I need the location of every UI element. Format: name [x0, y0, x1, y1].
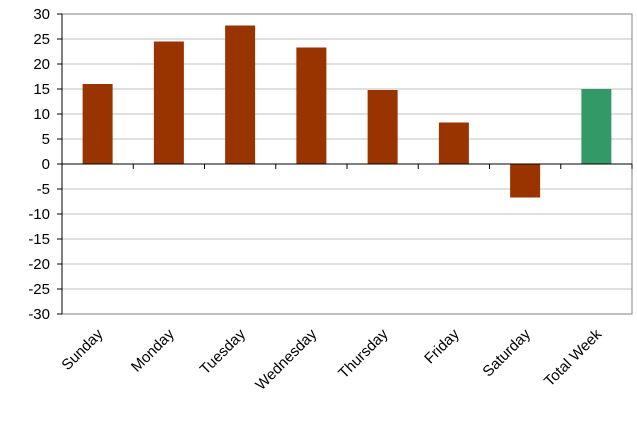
x-tick-label: Total Week: [541, 325, 606, 390]
y-tick-labels: -30 -25 -20 -15 -10 -5 0 5 10 15 20 25 30: [28, 6, 50, 323]
bar-wednesday: [296, 47, 327, 164]
x-tick-label: Saturday: [479, 325, 534, 380]
y-tick-label: 20: [33, 56, 50, 73]
y-tick-label: 0: [42, 156, 50, 173]
x-tick-label: Sunday: [58, 325, 106, 373]
x-tick-label: Friday: [421, 325, 463, 367]
y-tick-label: -15: [28, 231, 50, 248]
x-tick-label: Wednesday: [252, 325, 320, 393]
x-tick-label: Monday: [128, 325, 178, 375]
bar-monday: [153, 41, 184, 164]
bar-total-week: [581, 89, 612, 164]
y-tick-label: 10: [33, 106, 50, 123]
y-tick-label: -30: [28, 306, 50, 323]
bar-friday: [438, 122, 469, 164]
y-tick-label: 25: [33, 31, 50, 48]
bar-sunday: [82, 84, 113, 164]
y-tick-label: -20: [28, 256, 50, 273]
y-tick-label: 5: [42, 131, 50, 148]
x-tick-label: Tuesday: [197, 325, 250, 378]
bar-tuesday: [225, 25, 256, 164]
y-tick-label: -25: [28, 281, 50, 298]
bar-saturday: [510, 164, 541, 198]
y-tick-label: 15: [33, 81, 50, 98]
y-tick-label: -10: [28, 206, 50, 223]
y-tick-label: -5: [37, 181, 50, 198]
x-tick-label: Thursday: [335, 325, 392, 382]
y-tick-label: 30: [33, 6, 50, 23]
bar-thursday: [367, 90, 398, 164]
x-tick-labels: Sunday Monday Tuesday Wednesday Thursday Frid…: [58, 325, 605, 393]
bars: [82, 25, 612, 198]
axes: [57, 13, 633, 315]
